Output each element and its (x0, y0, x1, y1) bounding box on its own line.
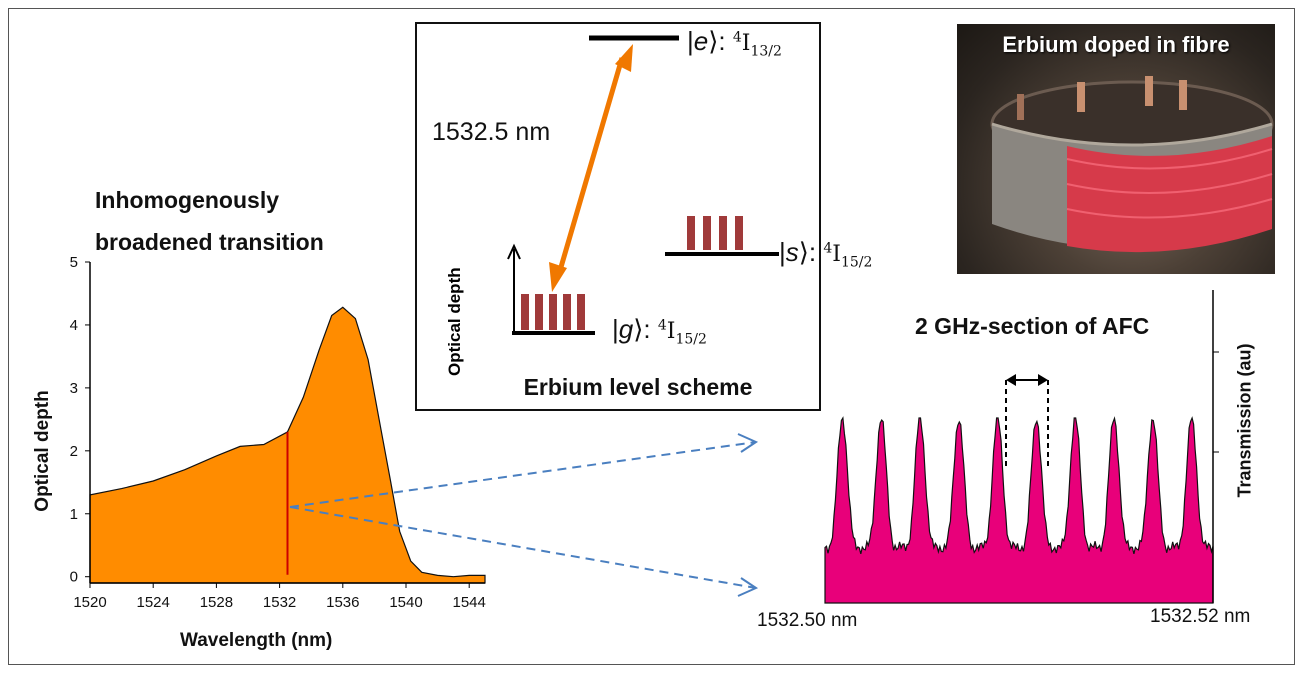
right-chart-title: 2 GHz-section of AFC (915, 313, 1150, 339)
transition-arrow (556, 57, 625, 275)
transition-arrowhead-top (615, 44, 633, 72)
e-state-label: |e⟩: 4I13/2 (687, 26, 782, 60)
transition-wavelength-label: 1532.5 nm (432, 118, 551, 146)
period-arrowhead-left (1006, 374, 1016, 386)
left-chart-xlabel: Wavelength (nm) (180, 630, 333, 651)
fibre-photo: Erbium doped in fibre (957, 24, 1275, 274)
figure-frame (8, 8, 1295, 665)
y-tick-label: 1 (70, 506, 78, 523)
left-chart-ylabel: Optical depth (32, 390, 53, 512)
right-chart (824, 290, 1219, 604)
right-chart-ylabel: Transmission (au) (1234, 343, 1255, 498)
y-tick-label: 0 (70, 569, 78, 586)
y-tick-label: 5 (70, 254, 78, 271)
x-tick-label: 1520 (73, 594, 106, 611)
connector-lower (289, 506, 757, 589)
x-tick-label: 1536 (326, 594, 359, 611)
level-scheme-drawing (507, 35, 779, 335)
transition-arrowhead-bottom (549, 262, 567, 292)
y-tick-label: 3 (70, 380, 78, 397)
x-tick-label: 1524 (137, 594, 170, 611)
right-chart-x-right-label: 1532.52 nm (1150, 606, 1251, 627)
s-state-label: |s⟩: 4I15/2 (779, 237, 873, 271)
left-chart-title-line1: Inhomogenously (95, 187, 279, 213)
s-level-peaks (687, 216, 743, 250)
erbium-level-scheme: 1532.5 nm |e⟩: 4I13/2 |s⟩: 4I15/2 |g⟩: 4… (415, 22, 872, 411)
g-level-peaks (521, 294, 585, 330)
fibre-spool-illustration (990, 76, 1274, 253)
connector-upper-head (737, 433, 759, 453)
connector-lower-head (737, 577, 759, 597)
y-tick-label: 4 (70, 317, 78, 334)
inset-y-axis-arrow (507, 243, 521, 260)
left-chart: 1520 1524 1528 1532 1536 1540 1544 0 1 2 3 4 5 (70, 254, 486, 611)
x-tick-label: 1532 (263, 594, 296, 611)
left-chart-title-line2: broadened transition (95, 229, 324, 255)
x-tick-label: 1540 (389, 594, 422, 611)
afc-comb-area (824, 416, 1214, 604)
connector-upper (289, 441, 757, 508)
connector-arrows (289, 433, 759, 597)
period-arrowhead-right (1038, 374, 1048, 386)
photo-title: Erbium doped in fibre (1002, 32, 1230, 57)
inset-ylabel: Optical depth (445, 267, 464, 376)
g-state-label: |g⟩: 4I15/2 (612, 314, 707, 348)
level-scheme-caption: Erbium level scheme (523, 374, 753, 400)
y-tick-label: 2 (70, 443, 78, 460)
x-tick-label: 1544 (453, 594, 486, 611)
right-chart-x-left-label: 1532.50 nm (757, 610, 858, 631)
x-tick-label: 1528 (200, 594, 233, 611)
